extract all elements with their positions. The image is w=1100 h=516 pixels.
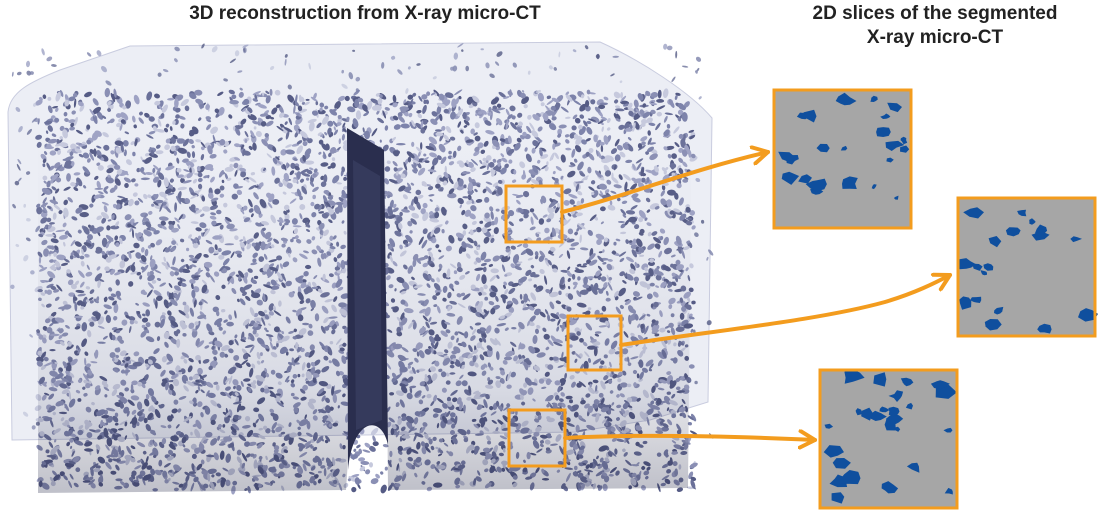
- particle: [686, 486, 694, 490]
- particle: [366, 100, 373, 111]
- particle: [380, 471, 384, 475]
- particle: [370, 427, 379, 436]
- particle: [689, 430, 698, 436]
- particle: [657, 89, 662, 99]
- particle: [379, 94, 383, 98]
- particle: [586, 89, 591, 95]
- particle: [358, 457, 366, 462]
- particle: [377, 97, 383, 105]
- particle: [347, 478, 351, 482]
- particle: [353, 448, 357, 452]
- slices-title-line2: X-ray micro-CT: [866, 27, 1004, 48]
- particle: [676, 487, 684, 493]
- particle: [368, 445, 376, 452]
- particle: [357, 97, 364, 103]
- particle: [372, 435, 376, 443]
- particle: [344, 95, 350, 102]
- particle: [362, 449, 371, 453]
- particle: [359, 466, 366, 472]
- particle: [363, 112, 369, 117]
- particle: [687, 421, 692, 426]
- particle: [688, 316, 695, 320]
- particle: [690, 479, 696, 489]
- slices-title: 2D slices of the segmented X-ray micro-C…: [770, 2, 1100, 50]
- particle: [355, 110, 362, 120]
- particle: [377, 117, 385, 124]
- particle: [362, 104, 368, 112]
- particle: [690, 413, 697, 422]
- particle: [650, 91, 659, 98]
- particle: [384, 466, 388, 471]
- particle: [370, 98, 380, 105]
- particle: [351, 486, 357, 493]
- particle: [375, 473, 380, 479]
- particle: [352, 118, 359, 128]
- particle: [348, 476, 356, 482]
- particle: [372, 441, 379, 447]
- particle: [689, 462, 698, 469]
- particle: [565, 91, 570, 96]
- particle: [346, 116, 350, 122]
- particle: [380, 484, 387, 494]
- particle: [356, 444, 361, 449]
- particle: [360, 460, 370, 466]
- particle: [690, 328, 694, 333]
- particle: [691, 225, 696, 230]
- particle: [371, 128, 378, 137]
- particle: [354, 98, 360, 108]
- particle: [364, 442, 371, 448]
- particle: [370, 478, 379, 485]
- particle: [379, 139, 382, 143]
- slices-title-line1: 2D slices of the segmented: [812, 3, 1058, 24]
- particle: [369, 462, 373, 468]
- particle: [365, 469, 371, 475]
- particle: [382, 444, 389, 448]
- particle: [645, 90, 651, 97]
- particle: [376, 110, 380, 115]
- particle: [688, 364, 695, 369]
- particle: [689, 155, 698, 162]
- particle: [371, 104, 382, 111]
- particle: [347, 106, 356, 113]
- particle: [689, 263, 694, 269]
- reconstruction-title: 3D reconstruction from X-ray micro-CT: [189, 3, 541, 24]
- particle: [691, 300, 696, 305]
- particle: [363, 130, 371, 140]
